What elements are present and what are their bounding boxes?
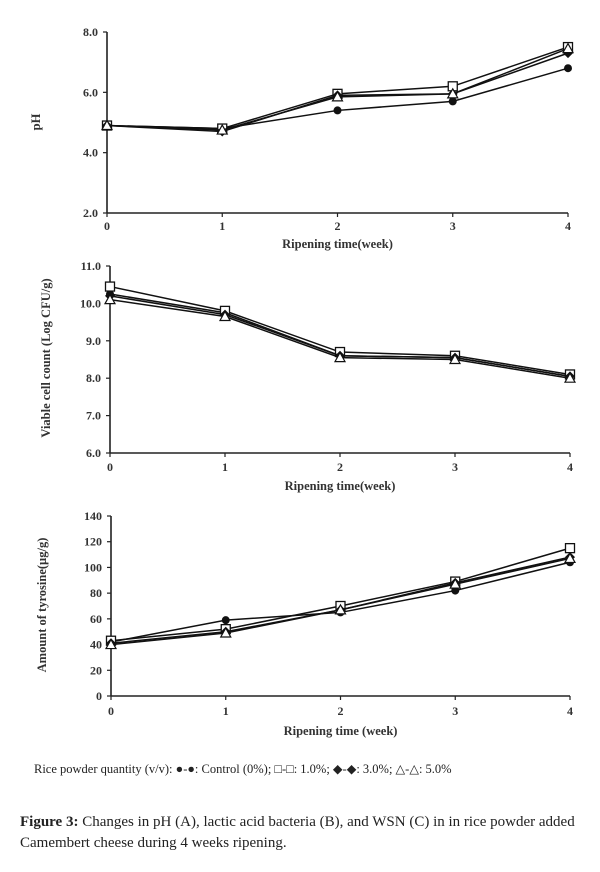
y-tick-label: 2.0 [83,206,98,220]
x-tick-label: 1 [223,704,229,718]
x-tick-label: 2 [338,704,344,718]
y-tick-label: 10.0 [80,296,101,310]
y-tick-label: 7.0 [86,409,101,423]
y-tick-label: 8.0 [86,371,101,385]
data-point-triangle-open [449,577,462,589]
y-tick-label: 20 [90,663,102,677]
series-line-2 [110,556,571,645]
data-point-triangle-open [333,351,347,363]
legend-prefix: Rice powder quantity (v/v): [34,762,173,776]
x-tick-label: 0 [104,219,110,233]
y-tick-label: 60 [90,612,102,626]
chart-panel-a: 2.0 4.0 6.0 8.0 0 1 2 3 4 Ripening time(week) pH [29,25,575,251]
y-tick-label: 8.0 [83,25,98,39]
x-tick-label: 2 [337,460,343,474]
x-tick-label: 0 [107,460,113,474]
y-tick-label: 80 [90,586,102,600]
y-axis-label: pH [29,113,43,130]
x-axis-label: Ripening time(week) [285,479,396,493]
data-point-circle-filled [448,97,457,106]
data-point-triangle-open [218,310,232,322]
data-point-triangle-open [331,90,344,102]
data-point-square-open [564,542,576,554]
data-point-triangle-open [561,42,575,54]
data-point-triangle-open [104,638,118,650]
data-point-triangle-open [563,552,577,564]
figure-caption: Figure 3: Changes in pH (A), lactic acid… [20,812,595,854]
data-point-triangle-open [563,371,577,383]
legend-symbol-1pct: □-□ [274,762,294,776]
y-axis-label: Amount of tyrosine(µg/g) [35,538,49,673]
data-point-triangle-open [216,123,229,135]
y-tick-label: 6.0 [83,85,98,99]
data-point-triangle-open [334,603,347,615]
x-axis-label: Ripening time (week) [284,724,398,738]
chart-panel-b: 6.0 7.0 8.0 9.0 10.0 11.0 0 1 2 3 4 Ripening time(w… [39,259,577,493]
x-tick-label: 3 [450,219,456,233]
caption-text: Changes in pH (A), lactic acid bacteria … [20,814,575,851]
x-tick-label: 1 [219,219,225,233]
data-point-triangle-open [103,293,117,305]
y-tick-label: 0 [96,689,102,703]
series-line-3 [109,298,571,379]
legend-symbol-control: ●-● [175,762,195,776]
caption-label: Figure 3: [20,814,79,830]
y-axis-label: Viable cell count (Log CFU/g) [39,278,53,437]
data-point-circle-filled [221,616,230,625]
data-point-triangle-open [448,353,462,365]
legend-label-1pct: : 1.0%; [293,762,330,776]
x-tick-label: 3 [452,704,458,718]
legend-symbol-3pct: ◆-◆ [332,762,357,776]
y-tick-label: 4.0 [83,146,98,160]
y-tick-label: 9.0 [86,334,101,348]
legend: Rice powder quantity (v/v): ●-●: Control… [34,761,574,778]
y-tick-label: 11.0 [81,259,101,273]
y-tick-label: 100 [84,560,102,574]
series-line-1 [110,547,571,642]
x-tick-label: 4 [565,219,571,233]
series-line-2 [109,295,571,378]
data-point-triangle-open [446,87,459,99]
data-point-triangle-open [219,626,232,638]
y-tick-label: 140 [84,509,102,523]
y-tick-label: 40 [90,638,102,652]
legend-label-5pct: : 5.0% [418,762,452,776]
chart-panel-c: 0 20 40 60 80 100 120 140 0 1 2 3 4 Ripening time (we… [35,509,577,738]
x-tick-label: 1 [222,460,228,474]
x-tick-label: 4 [567,704,573,718]
x-axis-label: Ripening time(week) [282,237,393,251]
x-tick-label: 3 [452,460,458,474]
y-tick-label: 120 [84,535,102,549]
x-tick-label: 0 [108,704,114,718]
data-point-circle-filled [333,106,342,115]
legend-label-3pct: : 3.0%; [356,762,393,776]
data-point-triangle-open [100,119,114,131]
x-tick-label: 4 [567,460,573,474]
legend-label-control: : Control (0%); [194,762,272,776]
data-point-circle-filled [564,64,572,73]
y-tick-label: 6.0 [86,446,101,460]
data-point-square-open [104,281,116,292]
legend-symbol-5pct: △-△ [395,762,419,776]
x-tick-label: 2 [335,219,341,233]
